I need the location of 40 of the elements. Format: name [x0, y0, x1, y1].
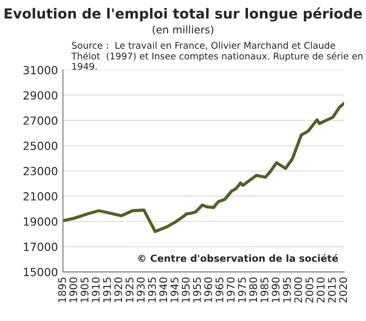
x-tick-label: 1895 [58, 278, 66, 302]
x-tick-label: 1940 [159, 277, 168, 302]
x-tick-label: 1965 [216, 278, 224, 302]
x-tick-label: 1980 [249, 277, 258, 302]
annotation: © Centre d'observation de la société [138, 254, 338, 262]
y-tick-label: 19000 [24, 217, 58, 226]
x-tick-label: 1950 [182, 277, 190, 302]
line-series [62, 102, 344, 234]
x-tick-label: 1955 [193, 278, 201, 302]
y-tick-label: 27000 [24, 116, 58, 125]
y-tick-label: 17000 [24, 242, 58, 252]
x-tick-label: 2005 [305, 278, 314, 302]
x-tick-label: 1990 [272, 277, 280, 302]
x-tick-label: 1905 [80, 278, 88, 302]
x-tick-label: 1975 [238, 278, 246, 302]
x-tick-label: 1995 [282, 278, 291, 302]
x-tick-label: 1960 [204, 277, 212, 302]
chart-title: Evolution de l'emploi total sur longue période [4, 7, 362, 22]
source-note: Source : Le travail en France, Olivier Marchand et Claude Thélot (1997) et Insee comptes nationaux. Rupture de série en 1949. [71, 42, 362, 70]
x-tick-label: 2000 [294, 277, 302, 302]
x-tick-label: 1985 [260, 278, 268, 302]
x-tick-label: 1910 [92, 277, 100, 302]
x-tick-label: 1935 [148, 278, 156, 302]
y-tick-label: 25000 [24, 142, 58, 150]
x-tick-label: 1915 [103, 278, 111, 302]
x-tick-label: 1945 [170, 278, 178, 302]
y-tick-label: 23000 [24, 166, 58, 176]
y-tick-label: 21000 [24, 192, 58, 201]
x-tick-label: 1925 [126, 278, 134, 302]
x-tick-label: 1930 [136, 277, 145, 302]
y-tick-label: 15000 [24, 268, 58, 276]
y-tick-label: 31000 [24, 66, 58, 74]
y-tick-label: 29000 [24, 91, 58, 100]
chart-subtitle: (en milliers) [152, 25, 214, 35]
x-tick-label: 1970 [226, 277, 235, 302]
x-tick-label: 1900 [69, 277, 78, 302]
x-tick-label: 1920 [114, 277, 122, 302]
x-tick-label: 2020 [339, 277, 348, 302]
x-tick-label: 2015 [328, 278, 336, 302]
x-tick-label: 2010 [316, 277, 325, 302]
